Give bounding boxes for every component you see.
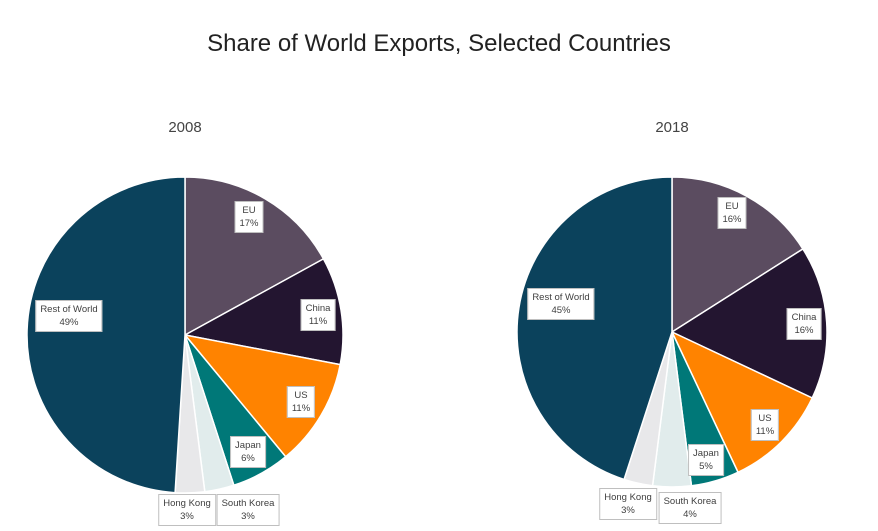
- data-label: China 11%: [300, 299, 336, 331]
- label-category: US: [758, 413, 772, 424]
- data-label: Japan 6%: [230, 436, 266, 468]
- label-category: Japan: [235, 440, 261, 451]
- label-value: 4%: [683, 509, 697, 520]
- label-category: China: [791, 312, 817, 323]
- label-category: China: [305, 303, 331, 314]
- label-value: 5%: [699, 461, 713, 472]
- pie-slice-2008-rest-of-world: [26, 176, 186, 494]
- label-value: 16%: [794, 325, 814, 336]
- label-category: Rest of World: [40, 304, 98, 315]
- data-label: Hong Kong 3%: [158, 494, 216, 526]
- label-category: South Korea: [221, 498, 275, 509]
- data-label: China 16%: [786, 308, 822, 340]
- label-category: US: [294, 390, 308, 401]
- label-category: EU: [725, 201, 739, 212]
- label-value: 49%: [59, 317, 79, 328]
- label-category: Japan: [693, 448, 719, 459]
- data-label: Hong Kong 3%: [599, 488, 657, 520]
- pie-slice-2018-china: [670, 247, 828, 399]
- label-value: 11%: [291, 403, 311, 414]
- subtitle-2018: 2018: [655, 119, 689, 136]
- data-label: Japan 5%: [688, 444, 724, 476]
- data-label: US 11%: [750, 409, 780, 441]
- label-category: South Korea: [663, 496, 717, 507]
- data-label: EU 17%: [234, 201, 264, 233]
- label-value: 3%: [621, 505, 635, 516]
- data-label: South Korea 3%: [216, 494, 280, 526]
- label-value: 11%: [308, 316, 328, 327]
- label-value: 3%: [241, 511, 255, 522]
- data-label: Rest of World 45%: [527, 288, 595, 320]
- pie-slice-2008-eu: [184, 176, 325, 337]
- chart-title: Share of World Exports, Selected Countri…: [207, 30, 671, 57]
- pie-slice-2018-rest-of-world: [516, 176, 673, 481]
- label-category: Rest of World: [532, 292, 590, 303]
- label-value: 17%: [239, 218, 259, 229]
- data-label: South Korea 4%: [658, 492, 722, 524]
- label-value: 11%: [755, 426, 775, 437]
- label-value: 6%: [241, 453, 255, 464]
- pie-slice-2008-china: [182, 257, 344, 366]
- data-label: US 11%: [286, 386, 316, 418]
- label-category: Hong Kong: [604, 492, 652, 503]
- subtitle-2008: 2008: [168, 119, 202, 136]
- label-value: 16%: [722, 214, 742, 225]
- data-label: Rest of World 49%: [35, 300, 103, 332]
- data-label: EU 16%: [717, 197, 747, 229]
- label-value: 3%: [180, 511, 194, 522]
- pie-slice-2008-us: [183, 333, 342, 458]
- label-category: Hong Kong: [163, 498, 211, 509]
- label-category: EU: [242, 205, 256, 216]
- label-value: 45%: [551, 305, 571, 316]
- pie-slice-2018-eu: [671, 176, 804, 334]
